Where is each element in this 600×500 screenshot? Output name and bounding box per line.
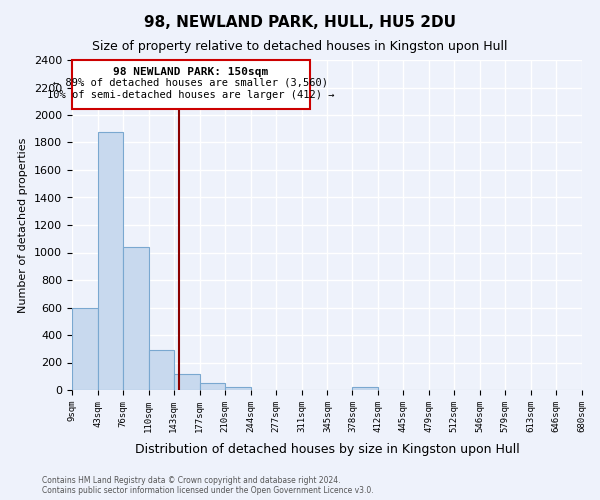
X-axis label: Distribution of detached houses by size in Kingston upon Hull: Distribution of detached houses by size … [134, 443, 520, 456]
Text: 98, NEWLAND PARK, HULL, HU5 2DU: 98, NEWLAND PARK, HULL, HU5 2DU [144, 15, 456, 30]
Bar [72, 308, 98, 390]
Bar [98, 132, 123, 390]
Bar [123, 247, 149, 390]
Text: Contains HM Land Registry data © Crown copyright and database right 2024.
Contai: Contains HM Land Registry data © Crown c… [42, 476, 374, 495]
Bar [72, 60, 310, 109]
Bar [200, 383, 225, 390]
Bar [352, 387, 379, 390]
Text: Size of property relative to detached houses in Kingston upon Hull: Size of property relative to detached ho… [92, 40, 508, 53]
Text: ← 89% of detached houses are smaller (3,560): ← 89% of detached houses are smaller (3,… [53, 78, 328, 88]
Text: 98 NEWLAND PARK: 150sqm: 98 NEWLAND PARK: 150sqm [113, 67, 269, 77]
Y-axis label: Number of detached properties: Number of detached properties [19, 138, 28, 312]
Text: 10% of semi-detached houses are larger (412) →: 10% of semi-detached houses are larger (… [47, 90, 335, 100]
Bar [174, 374, 200, 390]
Bar [225, 387, 251, 390]
Bar [149, 350, 174, 390]
